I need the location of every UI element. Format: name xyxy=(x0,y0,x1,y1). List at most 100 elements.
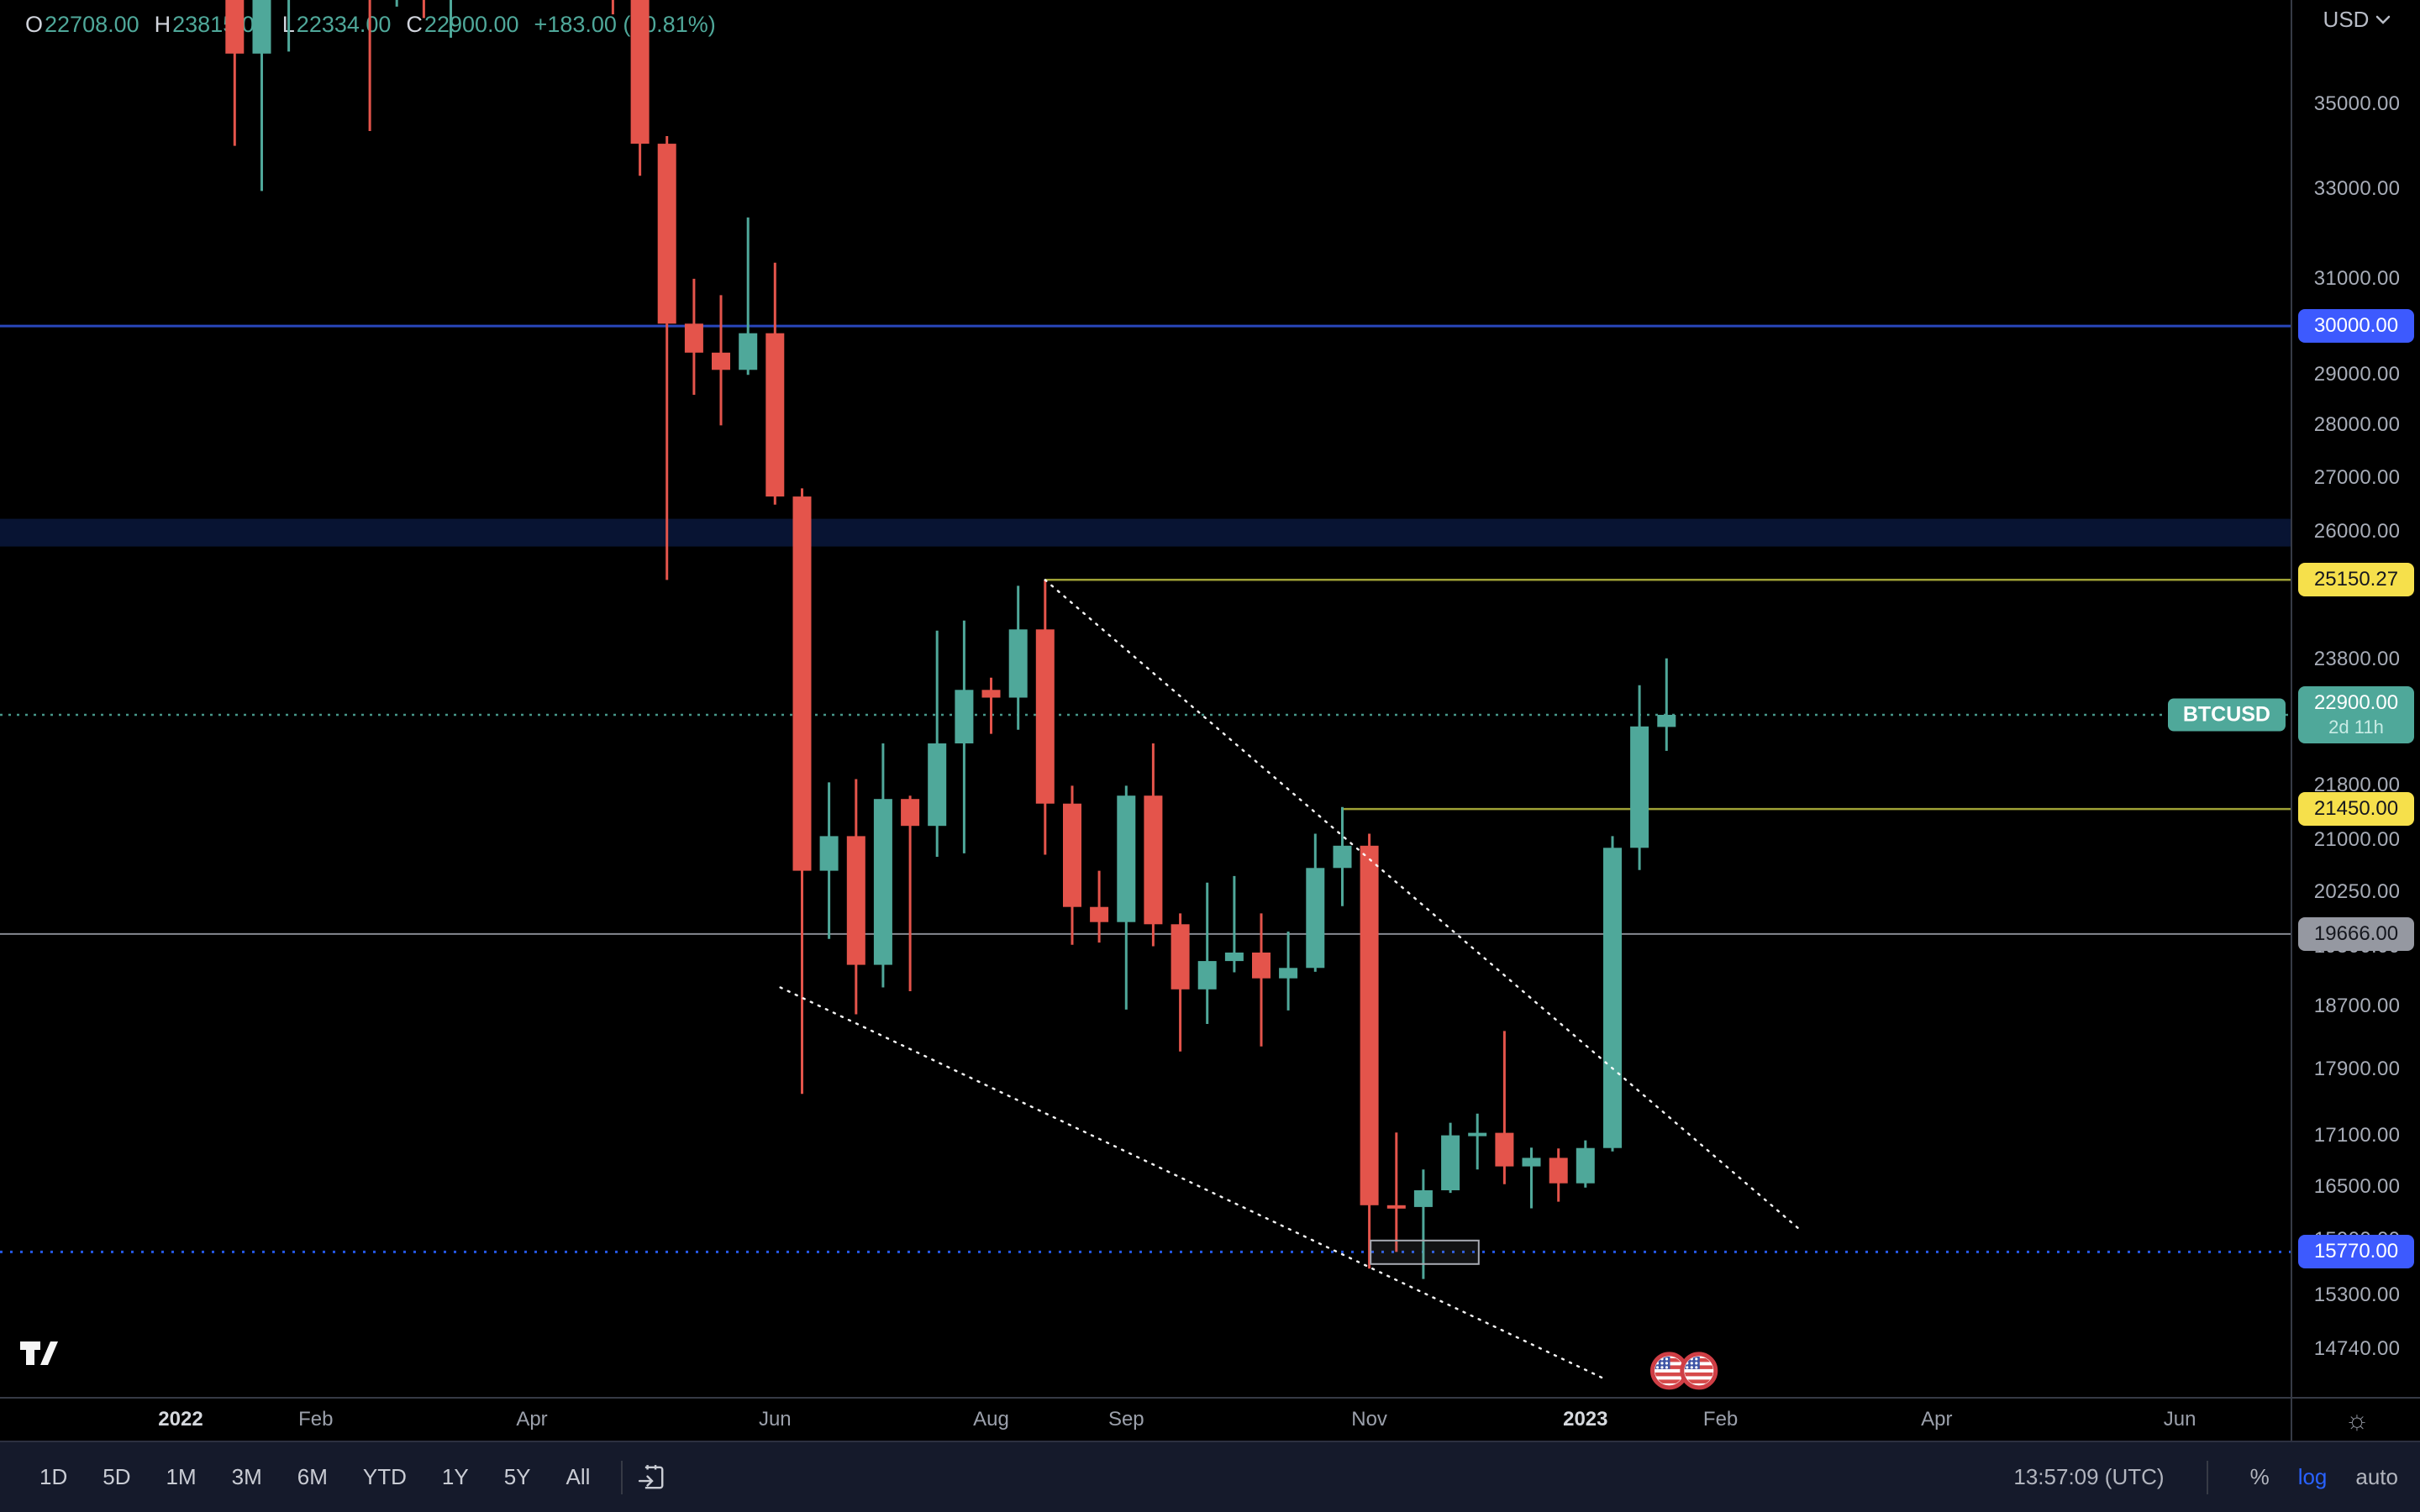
range-button-3M[interactable]: 3M xyxy=(214,1454,280,1501)
candle-week-18[interactable] xyxy=(657,136,676,580)
price-tick-26000: 26000.00 xyxy=(2313,520,2401,543)
price-label-pill-30000[interactable]: 30000.00 xyxy=(2298,309,2414,344)
candle-week-28[interactable] xyxy=(928,630,947,857)
candle-week-51[interactable] xyxy=(1549,1148,1568,1202)
range-button-YTD[interactable]: YTD xyxy=(345,1454,424,1501)
log-scale-button[interactable]: log xyxy=(2297,1464,2328,1489)
sun-settings-icon[interactable]: ☼ xyxy=(2344,1404,2370,1435)
candle-week-44[interactable] xyxy=(1360,833,1379,1269)
price-tick-20250: 20250.00 xyxy=(2313,879,2401,903)
tradingview-logo[interactable] xyxy=(18,1336,59,1374)
candle-week-53[interactable] xyxy=(1603,836,1622,1152)
low-zone-box[interactable] xyxy=(1370,1239,1480,1265)
go-to-date-icon[interactable] xyxy=(636,1462,668,1494)
range-button-5Y[interactable]: 5Y xyxy=(487,1454,549,1501)
candle-week-10[interactable] xyxy=(442,0,460,38)
axis-settings-corner[interactable]: ☼ xyxy=(2291,1397,2420,1441)
candle-week-3[interactable] xyxy=(252,0,271,192)
range-button-6M[interactable]: 6M xyxy=(280,1454,345,1501)
range-button-All[interactable]: All xyxy=(549,1454,608,1501)
candle-week-52[interactable] xyxy=(1576,1140,1595,1188)
currency-label: USD xyxy=(2323,7,2370,32)
auto-scale-button[interactable]: auto xyxy=(2355,1464,2398,1489)
candle-week-23[interactable] xyxy=(792,488,812,1095)
candle-week-37[interactable] xyxy=(1171,913,1190,1052)
candle-week-7[interactable] xyxy=(360,0,379,131)
candle-week-38[interactable] xyxy=(1197,882,1217,1024)
candle-week-35[interactable] xyxy=(1117,785,1136,1010)
candle-week-31[interactable] xyxy=(1008,585,1028,730)
price-tick-18700: 18700.00 xyxy=(2313,995,2401,1018)
price-tick-21000: 21000.00 xyxy=(2313,827,2401,851)
price-tick-33000: 33000.00 xyxy=(2313,176,2401,200)
time-axis[interactable]: 2022 Feb Apr Jun Aug Sep Nov 2023 Feb Apr Jun xyxy=(0,1397,2291,1441)
price-label-pill-19666[interactable]: 19666.00 xyxy=(2298,916,2414,951)
candle-week-22[interactable] xyxy=(765,262,785,505)
price-tick-29000: 29000.00 xyxy=(2313,363,2401,386)
candle-week-34[interactable] xyxy=(1090,870,1109,943)
candle-week-33[interactable] xyxy=(1063,785,1081,945)
lower-dotted-trendline[interactable] xyxy=(779,986,1606,1380)
candle-week-27[interactable] xyxy=(901,795,920,991)
candle-week-19[interactable] xyxy=(684,278,703,395)
candle-week-40[interactable] xyxy=(1252,913,1270,1047)
candle-week-45[interactable] xyxy=(1386,1132,1406,1252)
price-tick-23800: 23800.00 xyxy=(2313,647,2401,670)
range-button-1D[interactable]: 1D xyxy=(22,1454,85,1501)
price-label-pill-21450[interactable]: 21450.00 xyxy=(2298,792,2414,827)
pill-countdown: 2d 11h xyxy=(2328,717,2384,738)
price-label-pill-25150.27[interactable]: 25150.27 xyxy=(2298,563,2414,597)
symbol-price-label[interactable]: BTCUSD xyxy=(2167,698,2286,732)
candle-week-55[interactable] xyxy=(1657,658,1676,751)
range-button-1M[interactable]: 1M xyxy=(149,1454,214,1501)
time-tick-Aug: Aug xyxy=(973,1408,1009,1431)
support-band[interactable] xyxy=(0,518,2291,547)
candle-week-17[interactable] xyxy=(630,0,650,176)
candlestick-chart[interactable] xyxy=(0,0,2420,1397)
currency-dropdown[interactable]: USD xyxy=(2292,7,2420,33)
candle-week-16[interactable] xyxy=(603,0,622,15)
candle-week-29[interactable] xyxy=(955,620,974,853)
candle-week-42[interactable] xyxy=(1306,833,1325,972)
candle-week-39[interactable] xyxy=(1224,875,1244,973)
candle-week-50[interactable] xyxy=(1522,1147,1541,1209)
price-tick-17900: 17900.00 xyxy=(2313,1058,2401,1081)
candle-week-25[interactable] xyxy=(846,779,865,1015)
candle-week-24[interactable] xyxy=(819,782,839,939)
candle-week-41[interactable] xyxy=(1279,932,1298,1011)
candle-week-32[interactable] xyxy=(1035,580,1055,855)
percent-scale-button[interactable]: % xyxy=(2249,1464,2270,1489)
candle-week-46[interactable] xyxy=(1413,1169,1433,1279)
time-tick-2022: 2022 xyxy=(158,1408,203,1431)
price-label-pill-22900[interactable]: 22900.00 2d 11h xyxy=(2298,686,2414,743)
price-label-pill-15770[interactable]: 15770.00 xyxy=(2298,1235,2414,1269)
candle-week-8[interactable] xyxy=(387,0,406,7)
candle-week-2[interactable] xyxy=(225,0,245,146)
candle-week-36[interactable] xyxy=(1144,743,1163,947)
toolbar-divider xyxy=(621,1460,623,1494)
candle-week-4[interactable] xyxy=(280,0,298,52)
candle-week-20[interactable] xyxy=(712,295,730,426)
candle-week-54[interactable] xyxy=(1630,685,1649,870)
candle-week-21[interactable] xyxy=(739,217,758,375)
time-tick-2023: 2023 xyxy=(1563,1408,1608,1431)
upper-dotted-trendline[interactable] xyxy=(1044,579,1803,1232)
candle-week-26[interactable] xyxy=(873,743,892,988)
us-flag-event-icon[interactable] xyxy=(1680,1352,1718,1390)
candle-week-48[interactable] xyxy=(1468,1113,1487,1170)
toolbar-divider xyxy=(2206,1460,2208,1494)
price-tick-14740: 14740.00 xyxy=(2313,1337,2401,1361)
price-tick-15300: 15300.00 xyxy=(2313,1284,2401,1307)
candle-week-43[interactable] xyxy=(1333,806,1352,906)
clock-utc[interactable]: 13:57:09 (UTC) xyxy=(2013,1464,2165,1489)
candle-week-30[interactable] xyxy=(981,677,1001,734)
range-button-5D[interactable]: 5D xyxy=(85,1454,148,1501)
candle-week-9[interactable] xyxy=(414,0,433,18)
price-tick-16500: 16500.00 xyxy=(2313,1174,2401,1198)
range-button-1Y[interactable]: 1Y xyxy=(424,1454,487,1501)
price-axis[interactable]: USD 35000.00 33000.00 31000.00 29000.00 2800… xyxy=(2291,0,2420,1397)
candle-week-47[interactable] xyxy=(1441,1122,1460,1194)
candle-week-49[interactable] xyxy=(1495,1031,1514,1184)
price-tick-27000: 27000.00 xyxy=(2313,465,2401,489)
price-tick-17100: 17100.00 xyxy=(2313,1123,2401,1147)
